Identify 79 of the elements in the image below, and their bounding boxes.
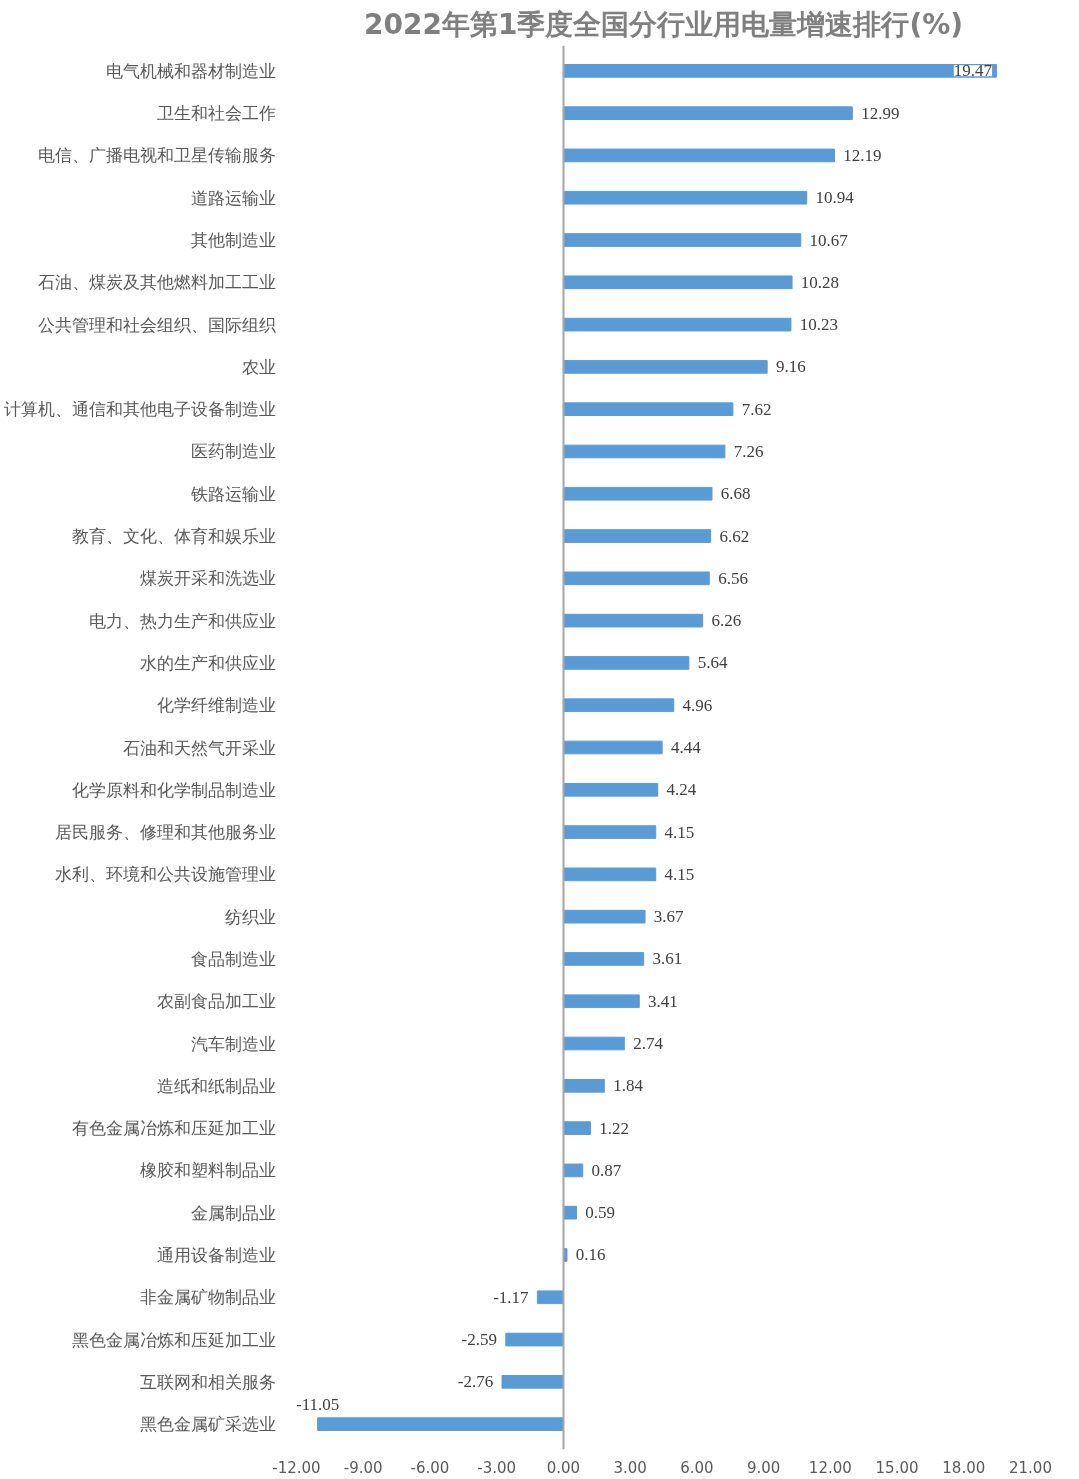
y-tick-label: 有色金属冶炼和压延加工业 <box>71 1118 276 1139</box>
x-tick-label: 0.00 <box>546 1458 581 1477</box>
data-label: 3.67 <box>653 907 685 927</box>
data-label: 0.59 <box>585 1203 616 1223</box>
y-tick-label: 教育、文化、体育和娱乐业 <box>71 526 276 547</box>
y-tick-label: 铁路运输业 <box>189 483 276 504</box>
y-tick-label: 水利、环境和公共设施管理业 <box>54 864 276 885</box>
data-label: 4.15 <box>664 822 695 842</box>
x-tick-label: 15.00 <box>875 1458 919 1477</box>
y-tick-label: 农业 <box>241 356 276 377</box>
data-label: -11.05 <box>295 1394 340 1414</box>
y-tick-label: 居民服务、修理和其他服务业 <box>54 822 276 843</box>
data-label: 12.99 <box>861 103 900 123</box>
data-label: -2.76 <box>457 1372 494 1392</box>
data-label: 6.62 <box>719 526 750 546</box>
data-label: 7.26 <box>733 441 764 461</box>
x-tick-label: 18.00 <box>942 1458 986 1477</box>
data-label: 0.87 <box>591 1160 622 1180</box>
y-tick-label: 通用设备制造业 <box>156 1244 276 1265</box>
y-tick-label: 电信、广播电视和卫星传输服务 <box>37 145 276 166</box>
data-label: 6.68 <box>720 484 751 504</box>
y-tick-label: 农副食品加工业 <box>156 991 276 1012</box>
y-tick-label: 汽车制造业 <box>190 1033 276 1054</box>
y-tick-label: 食品制造业 <box>190 948 276 969</box>
data-label: 2.74 <box>633 1034 664 1054</box>
data-label: 6.26 <box>711 611 742 631</box>
data-label: 3.61 <box>652 949 683 969</box>
y-tick-label: 橡胶和塑料制品业 <box>139 1160 276 1181</box>
x-tick-label: 12.00 <box>808 1458 852 1477</box>
data-label: 10.67 <box>809 230 849 250</box>
data-label: 4.24 <box>666 780 697 800</box>
y-tick-label: 黑色金属矿采选业 <box>139 1414 276 1435</box>
data-label: 10.94 <box>815 188 855 208</box>
data-label: 1.84 <box>613 1076 644 1096</box>
x-tick-label: -3.00 <box>477 1458 517 1477</box>
y-tick-label: 石油和天然气开采业 <box>122 737 276 758</box>
y-tick-label: 非金属矿物制品业 <box>139 1287 276 1308</box>
y-tick-label: 造纸和纸制品业 <box>156 1075 276 1096</box>
y-tick-label: 煤炭开采和洗选业 <box>139 568 276 589</box>
y-tick-label: 医药制造业 <box>190 441 276 462</box>
y-tick-label: 公共管理和社会组织、国际组织 <box>37 314 276 335</box>
data-label: 6.56 <box>718 568 748 588</box>
y-tick-label: 纺织业 <box>224 906 276 927</box>
y-tick-label: 水的生产和供应业 <box>139 652 276 673</box>
y-tick-label: 石油、煤炭及其他燃料加工工业 <box>37 272 276 293</box>
y-tick-label: 黑色金属冶炼和压延加工业 <box>71 1329 276 1350</box>
data-label: -1.17 <box>493 1287 530 1307</box>
y-tick-label: 化学纤维制造业 <box>156 695 276 716</box>
y-tick-label: 电气机械和器材制造业 <box>105 60 276 81</box>
data-label: 3.41 <box>648 991 678 1011</box>
data-label: 19.47 <box>953 61 993 81</box>
x-tick-label: -12.00 <box>272 1458 321 1477</box>
x-tick-label: 21.00 <box>1009 1458 1052 1477</box>
data-label: 1.22 <box>599 1118 630 1138</box>
data-label: 9.16 <box>775 357 806 377</box>
data-label: 4.44 <box>670 738 702 757</box>
y-tick-label: 金属制品业 <box>190 1202 276 1223</box>
data-label: 5.64 <box>697 653 728 673</box>
chart-title: 2022年第1季度全国分行业用电量增速排行(%) <box>363 7 964 41</box>
y-tick-label: 道路运输业 <box>190 187 276 208</box>
y-tick-label: 互联网和相关服务 <box>139 1371 276 1392</box>
data-label: 10.23 <box>799 315 839 335</box>
data-label: 12.19 <box>843 145 882 165</box>
data-label: 7.62 <box>741 399 772 419</box>
data-label: 4.96 <box>682 695 713 715</box>
x-tick-label: -6.00 <box>410 1458 450 1477</box>
data-label: -2.59 <box>461 1330 497 1350</box>
y-tick-label: 卫生和社会工作 <box>156 103 276 124</box>
x-tick-label: -9.00 <box>343 1458 383 1477</box>
data-label: 10.28 <box>800 272 840 292</box>
data-label: 0.16 <box>575 1245 606 1265</box>
x-tick-label: 3.00 <box>613 1458 647 1477</box>
x-tick-label: 6.00 <box>680 1458 714 1477</box>
y-tick-label: 化学原料和化学制品制造业 <box>71 779 276 800</box>
y-tick-label: 计算机、通信和其他电子设备制造业 <box>3 399 276 420</box>
y-tick-label: 其他制造业 <box>190 230 276 251</box>
x-tick-label: 9.00 <box>746 1458 781 1477</box>
y-tick-label: 电力、热力生产和供应业 <box>88 610 276 631</box>
data-label: 4.15 <box>664 864 695 884</box>
